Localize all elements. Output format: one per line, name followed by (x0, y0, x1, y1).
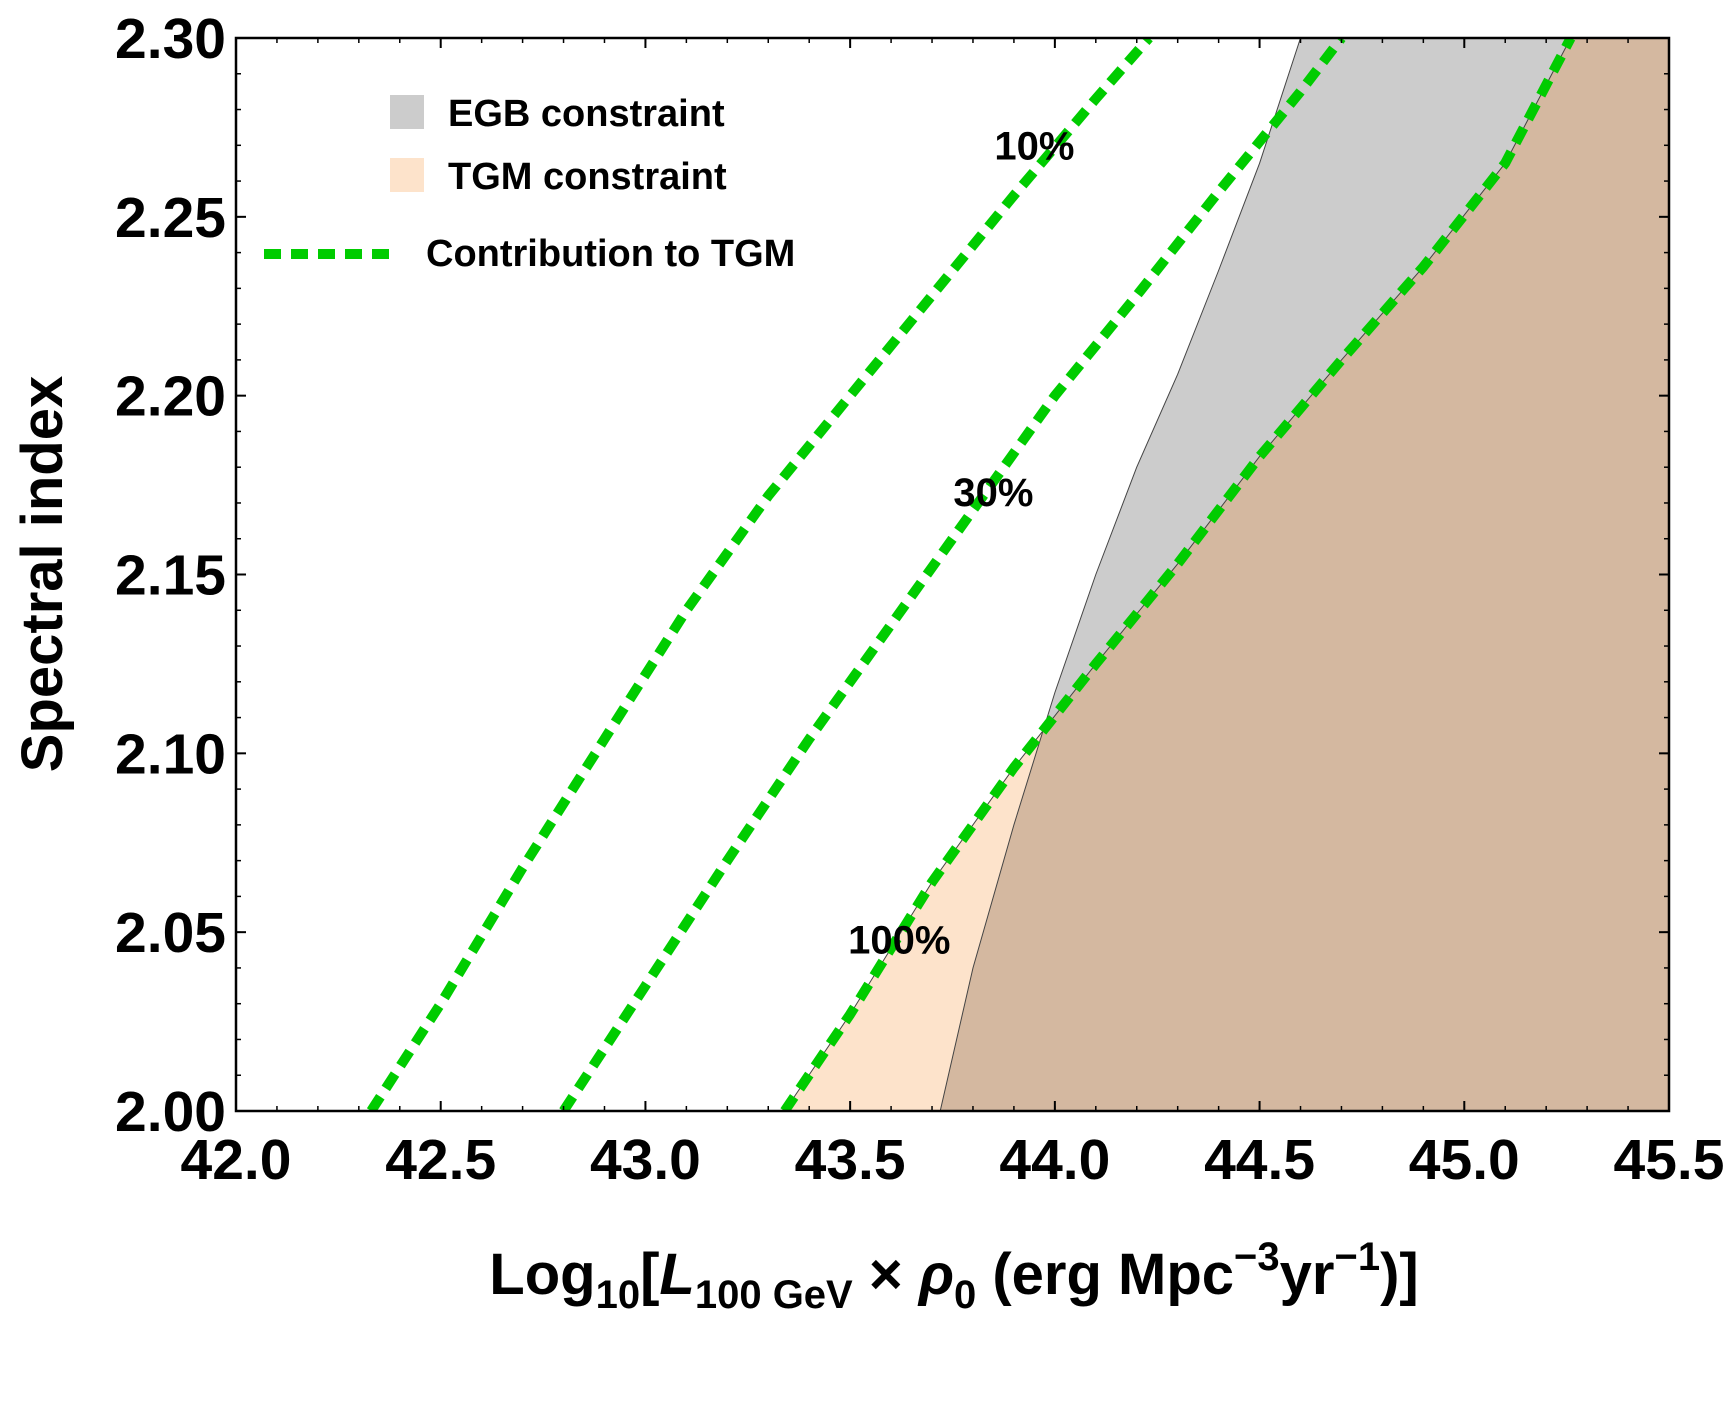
y-tick-label: 2.10 (115, 722, 226, 786)
x-label-yr: yr (1280, 1242, 1335, 1307)
y-tick-label: 2.25 (115, 186, 226, 250)
series-line-30 (559, 38, 1346, 1111)
legend: EGB constraint TGM constraint Contributi… (264, 93, 795, 275)
y-tick-label: 2.15 (115, 544, 226, 608)
contour-label-30: 30% (953, 471, 1033, 515)
y-tick-label: 2.30 (115, 7, 226, 71)
x-label-units: (erg Mpc (976, 1242, 1234, 1307)
x-tick-label: 43.0 (590, 1128, 701, 1192)
x-tick-label: 45.0 (1409, 1128, 1520, 1192)
x-label-log: Log (489, 1242, 595, 1307)
contour-label-100: 100% (848, 918, 950, 962)
x-label-mpc-sup: −3 (1234, 1235, 1280, 1279)
x-label-times: × (853, 1242, 919, 1307)
x-label-close: )] (1380, 1242, 1419, 1307)
legend-label-contribution: Contribution to TGM (426, 233, 795, 275)
x-label-log-sub: 10 (596, 1273, 641, 1317)
x-axis-label: Log10[L100 GeV × ρ0 (erg Mpc−3yr−1)] (489, 1235, 1418, 1317)
x-label-rho-sub: 0 (954, 1273, 976, 1317)
series-line-10 (366, 38, 1153, 1111)
y-tick-label: 2.20 (115, 365, 226, 429)
contribution-curves (366, 38, 1576, 1111)
x-tick-label: 44.5 (1204, 1128, 1315, 1192)
x-label-yr-sup: −1 (1334, 1235, 1380, 1279)
legend-label-tgm: TGM constraint (448, 156, 727, 198)
x-label-rho: ρ (917, 1242, 954, 1307)
x-label-l-sub: 100 GeV (695, 1273, 853, 1317)
series-line-100 (780, 38, 1576, 1111)
x-tick-label: 43.5 (795, 1128, 906, 1192)
legend-swatch-egb (390, 95, 424, 129)
contour-label-10: 10% (994, 124, 1074, 168)
contour-labels: 10% 30% 100% (848, 124, 1074, 962)
y-tick-label: 2.00 (115, 1080, 226, 1144)
boundary-egb-constraint (939, 38, 1301, 1111)
x-tick-label: 44.0 (999, 1128, 1110, 1192)
x-label-bracket: [ (640, 1242, 659, 1307)
legend-swatch-tgm (390, 158, 424, 192)
constraint-regions (784, 38, 1669, 1111)
legend-label-egb: EGB constraint (448, 93, 725, 135)
x-label-l: L (659, 1242, 694, 1307)
axis-ticks: 42.0 42.5 43.0 43.5 44.0 44.5 45.0 45.5 2.00 2.05… (115, 7, 1724, 1192)
x-tick-label: 42.0 (181, 1128, 292, 1192)
region-overlap (940, 38, 1669, 1111)
y-tick-label: 2.05 (115, 901, 226, 965)
y-axis-label: Spectral index (10, 376, 75, 772)
x-tick-label: 45.5 (1614, 1128, 1725, 1192)
x-tick-label: 42.5 (385, 1128, 496, 1192)
